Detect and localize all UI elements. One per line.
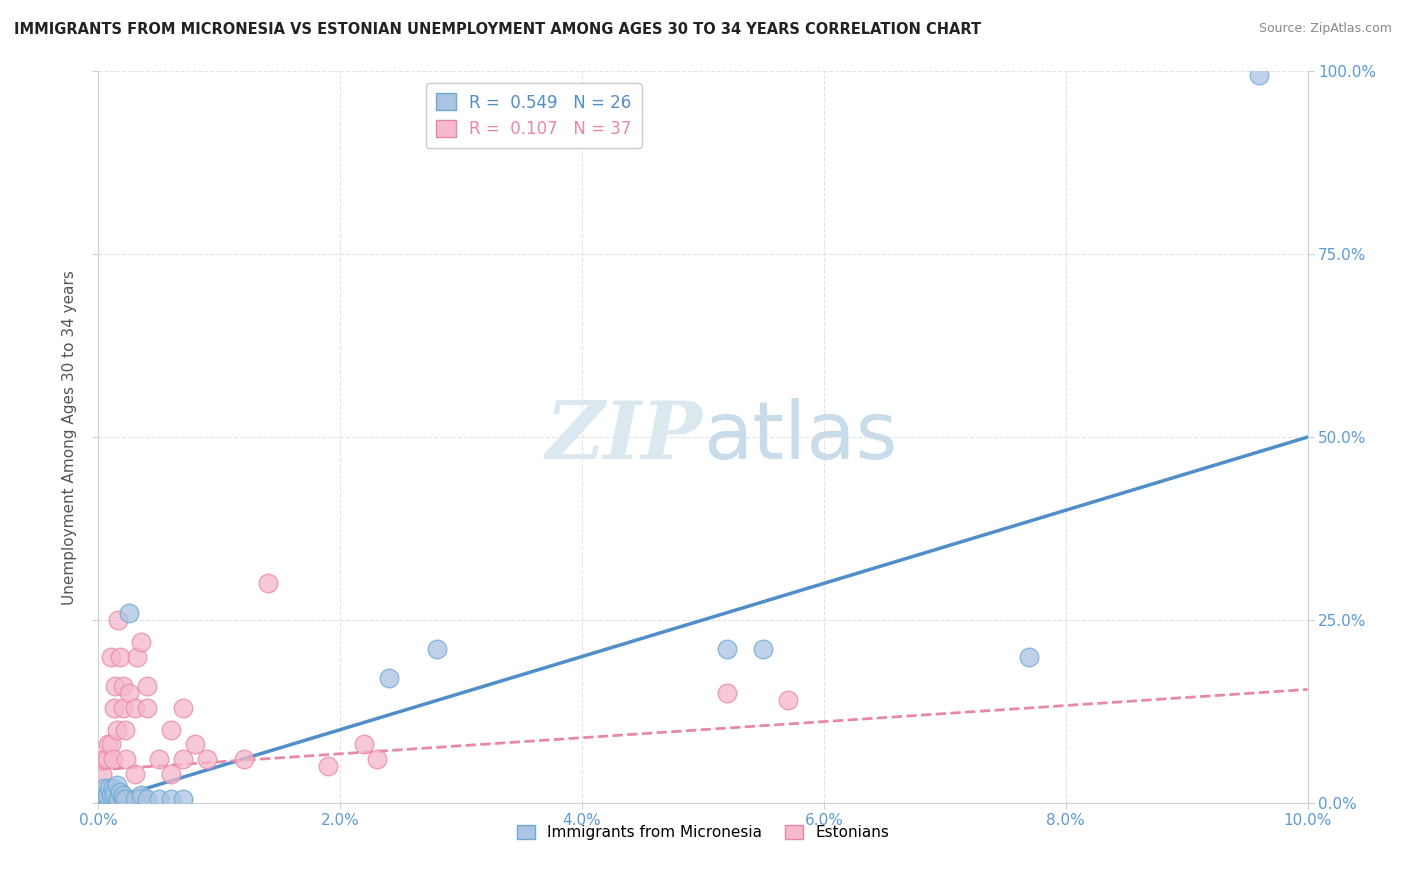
Point (129, 789, 152, 803)
Point (105, 778, 128, 792)
Point (105, 723, 128, 737)
Point (172, 752, 194, 766)
Point (114, 723, 136, 737)
Point (100, 649, 122, 664)
Point (129, 635, 152, 649)
Point (160, 792, 183, 806)
Point (148, 792, 170, 806)
Point (426, 642, 449, 657)
Point (366, 752, 388, 766)
Point (124, 700, 146, 714)
Point (96, 789, 118, 803)
Point (135, 792, 157, 806)
Point (135, 700, 157, 714)
Point (107, 792, 129, 806)
Point (98, 781, 121, 796)
Point (108, 649, 131, 664)
Point (107, 613, 129, 627)
Point (103, 700, 125, 714)
Point (776, 693, 799, 707)
Point (100, 789, 122, 803)
Point (752, 642, 775, 657)
Point (716, 642, 738, 657)
Text: Source: ZipAtlas.com: Source: ZipAtlas.com (1258, 22, 1392, 36)
Point (111, 792, 134, 806)
Legend: Immigrants from Micronesia, Estonians: Immigrants from Micronesia, Estonians (510, 819, 896, 847)
Point (716, 686, 738, 700)
Point (160, 723, 183, 737)
Point (172, 792, 194, 806)
Point (114, 792, 136, 806)
Point (160, 766, 183, 780)
Point (118, 686, 141, 700)
Point (115, 752, 138, 766)
Point (124, 792, 146, 806)
Point (377, 672, 399, 686)
Point (316, 759, 339, 773)
Point (93, 752, 115, 766)
Point (135, 679, 157, 693)
Point (148, 752, 170, 766)
Point (108, 785, 131, 799)
Point (111, 679, 134, 693)
Point (172, 700, 194, 714)
Point (118, 606, 141, 620)
Point (101, 752, 124, 766)
Point (1018, 649, 1040, 664)
Point (256, 576, 278, 591)
Point (104, 679, 127, 693)
Point (1249, 68, 1271, 82)
Point (111, 789, 134, 803)
Point (353, 737, 375, 751)
Point (111, 700, 134, 714)
Text: ZIP: ZIP (546, 399, 703, 475)
Point (101, 781, 124, 796)
Point (232, 752, 254, 766)
Point (124, 766, 146, 780)
Point (97, 737, 120, 751)
Point (93, 789, 115, 803)
Text: atlas: atlas (703, 398, 897, 476)
Point (103, 789, 125, 803)
Point (93, 781, 115, 796)
Point (195, 752, 218, 766)
Point (91, 766, 114, 780)
Point (184, 737, 207, 751)
Text: IMMIGRANTS FROM MICRONESIA VS ESTONIAN UNEMPLOYMENT AMONG AGES 30 TO 34 YEARS CO: IMMIGRANTS FROM MICRONESIA VS ESTONIAN U… (14, 22, 981, 37)
Point (127, 649, 149, 664)
Y-axis label: Unemployment Among Ages 30 to 34 years: Unemployment Among Ages 30 to 34 years (62, 269, 77, 605)
Point (100, 737, 122, 751)
Point (96, 752, 118, 766)
